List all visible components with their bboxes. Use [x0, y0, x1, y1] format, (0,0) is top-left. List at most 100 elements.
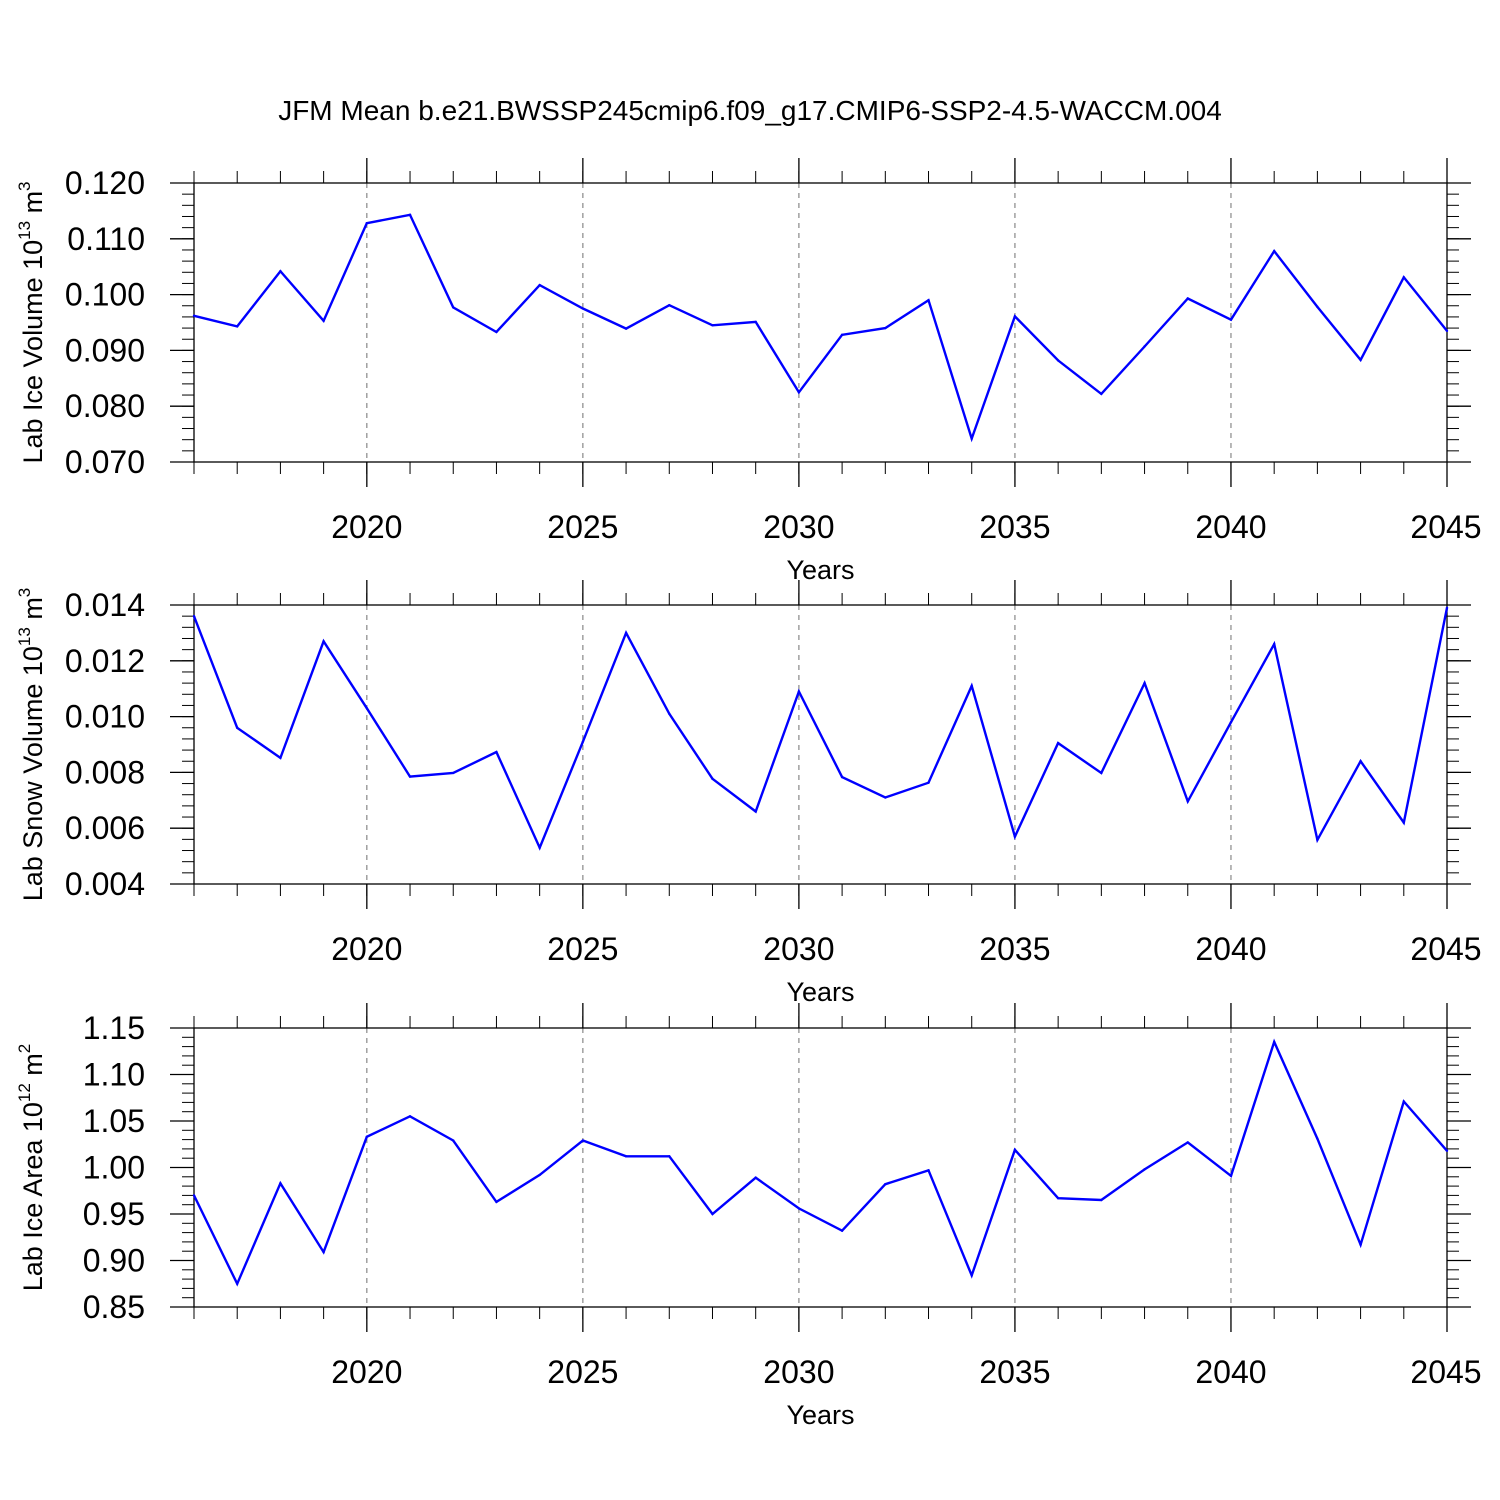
y-tick-label: 0.090 — [65, 332, 145, 368]
panel-1: 0.070 0.080 0.090 0.100 0.110 0.120 2020 2025 20… — [15, 158, 1482, 585]
data-point — [840, 1229, 844, 1232]
data-point — [1013, 835, 1017, 838]
data-point — [1359, 760, 1362, 763]
y-tick-label: 0.95 — [83, 1196, 145, 1232]
x-tick-label: 2045 — [1410, 1354, 1481, 1390]
data-point — [624, 631, 628, 635]
data-point — [1359, 358, 1362, 362]
y-tick-label: 1.15 — [83, 1010, 145, 1046]
data-point — [1100, 392, 1103, 396]
panel-2: 0.004 0.006 0.008 0.010 0.012 0.014 2020 2025 20… — [15, 580, 1482, 1007]
data-point — [668, 304, 671, 307]
x-axis-label: Years — [786, 1400, 854, 1430]
data-point — [884, 796, 887, 799]
data-point — [797, 391, 801, 394]
data-point — [1186, 1141, 1189, 1144]
series-line — [192, 607, 1449, 851]
data-point — [884, 1183, 887, 1186]
data-point — [1272, 249, 1276, 253]
data-point — [1316, 305, 1319, 309]
data-point — [884, 326, 887, 330]
data-point — [840, 333, 844, 336]
y-tick-label: 0.010 — [65, 699, 145, 735]
y-tick-label: 0.014 — [65, 587, 145, 623]
data-point — [1229, 720, 1233, 724]
data-point — [1272, 1040, 1276, 1044]
y-tick-label: 0.006 — [65, 810, 145, 846]
data-point — [1316, 838, 1319, 842]
data-point — [668, 1155, 671, 1158]
data-point — [970, 684, 973, 688]
x-tick-label: 2025 — [547, 931, 618, 967]
data-point — [624, 1155, 628, 1158]
plot-frame — [193, 604, 1448, 885]
data-point — [236, 325, 239, 328]
data-point — [1100, 1198, 1103, 1202]
data-point — [1229, 1174, 1233, 1178]
x-tick-label: 2035 — [979, 931, 1050, 967]
data-point — [1013, 1148, 1017, 1152]
data-point — [1445, 329, 1449, 333]
y-axis-label: Lab Snow Volume 1013 m3 — [15, 588, 48, 902]
x-tick-label: 2040 — [1195, 509, 1266, 545]
data-point — [192, 314, 196, 318]
data-point — [970, 1274, 973, 1277]
data-point — [1272, 642, 1276, 646]
data-point — [711, 1212, 714, 1216]
x-tick-label: 2030 — [763, 509, 834, 545]
data-point — [452, 306, 455, 309]
data-point — [581, 307, 585, 310]
data-point — [1013, 315, 1017, 318]
x-tick-label: 2040 — [1195, 1354, 1266, 1390]
data-point — [1402, 821, 1405, 824]
data-point — [581, 740, 585, 743]
data-point — [970, 437, 973, 440]
data-point — [365, 221, 369, 225]
data-point — [408, 1115, 412, 1118]
data-point — [1143, 681, 1146, 685]
data-point — [322, 640, 325, 643]
y-tick-label: 1.00 — [83, 1150, 145, 1186]
y-tick-label: 0.012 — [65, 643, 145, 679]
y-tick-label: 1.10 — [83, 1057, 145, 1093]
data-point — [322, 1250, 325, 1254]
data-point — [797, 690, 801, 693]
series-line — [192, 1038, 1448, 1287]
data-point — [452, 771, 455, 775]
data-point — [538, 283, 541, 287]
y-tick-label: 1.05 — [83, 1103, 145, 1139]
x-tick-label: 2035 — [979, 509, 1050, 545]
data-point — [279, 756, 282, 760]
data-point — [668, 712, 671, 716]
data-point — [754, 810, 757, 813]
data-point — [754, 320, 757, 324]
data-point — [192, 1194, 196, 1197]
x-axis-label: Years — [786, 977, 854, 1007]
chart-title: JFM Mean b.e21.BWSSP245cmip6.f09_g17.CMI… — [278, 95, 1222, 126]
data-point — [1402, 1100, 1405, 1103]
data-point — [1056, 1196, 1060, 1200]
x-tick-label: 2045 — [1410, 509, 1481, 545]
plot-frame — [193, 182, 1448, 463]
data-point — [1402, 276, 1405, 279]
y-axis-label: Lab Ice Volume 1013 m3 — [15, 181, 48, 463]
data-point — [711, 777, 714, 781]
x-axis-label: Years — [786, 555, 854, 585]
data-point — [322, 319, 325, 323]
data-point — [495, 750, 498, 754]
data-point — [1186, 800, 1189, 803]
data-point — [192, 614, 196, 618]
data-point — [754, 1176, 757, 1179]
data-point — [797, 1207, 801, 1210]
data-point — [624, 327, 628, 330]
data-point — [927, 781, 930, 784]
y-tick-label: 0.008 — [65, 754, 145, 790]
x-tick-label: 2045 — [1410, 931, 1481, 967]
data-point — [1359, 1243, 1362, 1246]
panels: 0.070 0.080 0.090 0.100 0.110 0.120 2020 2025 20… — [15, 158, 1482, 1430]
x-tick-label: 2035 — [979, 1354, 1050, 1390]
data-point — [1445, 606, 1449, 609]
data-point — [927, 298, 930, 302]
x-tick-label: 2025 — [547, 1354, 618, 1390]
